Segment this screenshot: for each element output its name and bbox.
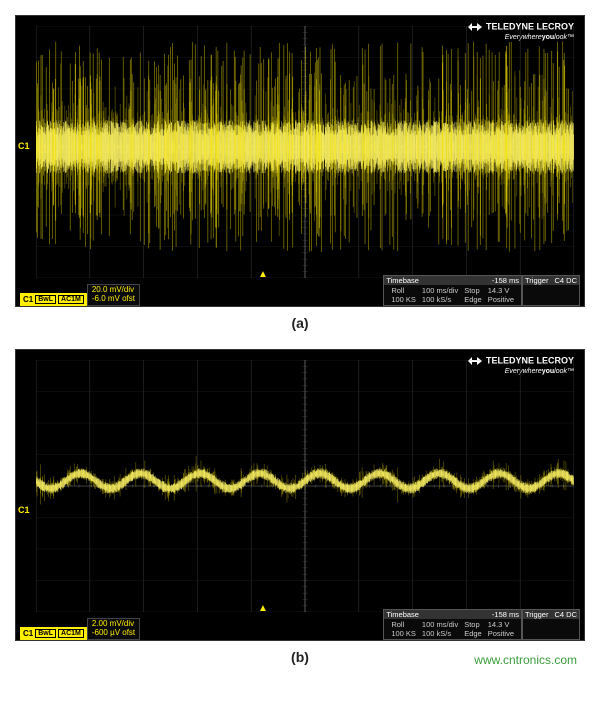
channel-settings: 20.0 mV/div -6.0 mV ofst bbox=[87, 284, 140, 306]
coupling-badge: AC1M bbox=[58, 629, 84, 638]
timebase-table: Roll100 ms/divStop14.3 V 100 KS100 kS/sE… bbox=[388, 286, 517, 304]
info-bar-a: C1 BwL AC1M 20.0 mV/div -6.0 mV ofst Tim… bbox=[16, 280, 584, 306]
plot-area-a bbox=[36, 26, 574, 278]
timebase-pos: -158 ms bbox=[492, 276, 519, 285]
offset-label: -600 µV ofst bbox=[92, 629, 135, 638]
channel-info-b: C1 BwL AC1M 2.00 mV/div -600 µV ofst bbox=[16, 618, 140, 640]
timebase-pos: -158 ms bbox=[492, 610, 519, 619]
channel-marker-a: C1 bbox=[18, 141, 30, 151]
oscilloscope-screenshot-a: TELEDYNE LECROY Everywhereyoulook™ C1 ▲ … bbox=[15, 15, 585, 307]
trigger-time-marker-b: ▲ bbox=[258, 603, 268, 614]
trigger-header: Trigger bbox=[525, 610, 548, 619]
channel-badge: C1 BwL AC1M bbox=[20, 293, 87, 306]
timebase-table: Roll100 ms/divStop14.3 V 100 KS100 kS/sE… bbox=[388, 620, 517, 638]
trigger-src: C4 DC bbox=[554, 276, 577, 285]
timebase-box: Timebase -158 ms Roll100 ms/divStop14.3 V… bbox=[383, 609, 522, 640]
channel-id: C1 bbox=[23, 295, 33, 304]
waveform-b bbox=[36, 360, 574, 612]
plot-area-b bbox=[36, 360, 574, 612]
channel-info-a: C1 BwL AC1M 20.0 mV/div -6.0 mV ofst bbox=[16, 284, 140, 306]
channel-marker-b: C1 bbox=[18, 505, 30, 515]
watermark: www.cntronics.com bbox=[474, 653, 577, 667]
channel-id: C1 bbox=[23, 629, 33, 638]
trigger-src: C4 DC bbox=[554, 610, 577, 619]
right-info-a: Timebase -158 ms Roll100 ms/divStop14.3 V… bbox=[383, 275, 584, 306]
channel-settings: 2.00 mV/div -600 µV ofst bbox=[87, 618, 140, 640]
trigger-time-marker-a: ▲ bbox=[258, 269, 268, 280]
timebase-header: Timebase bbox=[386, 610, 419, 619]
info-bar-b: C1 BwL AC1M 2.00 mV/div -600 µV ofst Tim… bbox=[16, 614, 584, 640]
bandwidth-badge: BwL bbox=[35, 629, 56, 638]
right-info-b: Timebase -158 ms Roll100 ms/divStop14.3 V… bbox=[383, 609, 584, 640]
timebase-header: Timebase bbox=[386, 276, 419, 285]
channel-badge: C1 BwL AC1M bbox=[20, 627, 87, 640]
bandwidth-badge: BwL bbox=[35, 295, 56, 304]
trigger-box: Trigger C4 DC bbox=[522, 609, 580, 640]
offset-label: -6.0 mV ofst bbox=[92, 295, 135, 304]
waveform-a bbox=[36, 26, 574, 278]
trigger-box: Trigger C4 DC bbox=[522, 275, 580, 306]
trigger-header: Trigger bbox=[525, 276, 548, 285]
coupling-badge: AC1M bbox=[58, 295, 84, 304]
oscilloscope-screenshot-b: TELEDYNE LECROY Everywhereyoulook™ C1 ▲ … bbox=[15, 349, 585, 641]
caption-a: (a) bbox=[15, 315, 585, 331]
timebase-box: Timebase -158 ms Roll100 ms/divStop14.3 V… bbox=[383, 275, 522, 306]
